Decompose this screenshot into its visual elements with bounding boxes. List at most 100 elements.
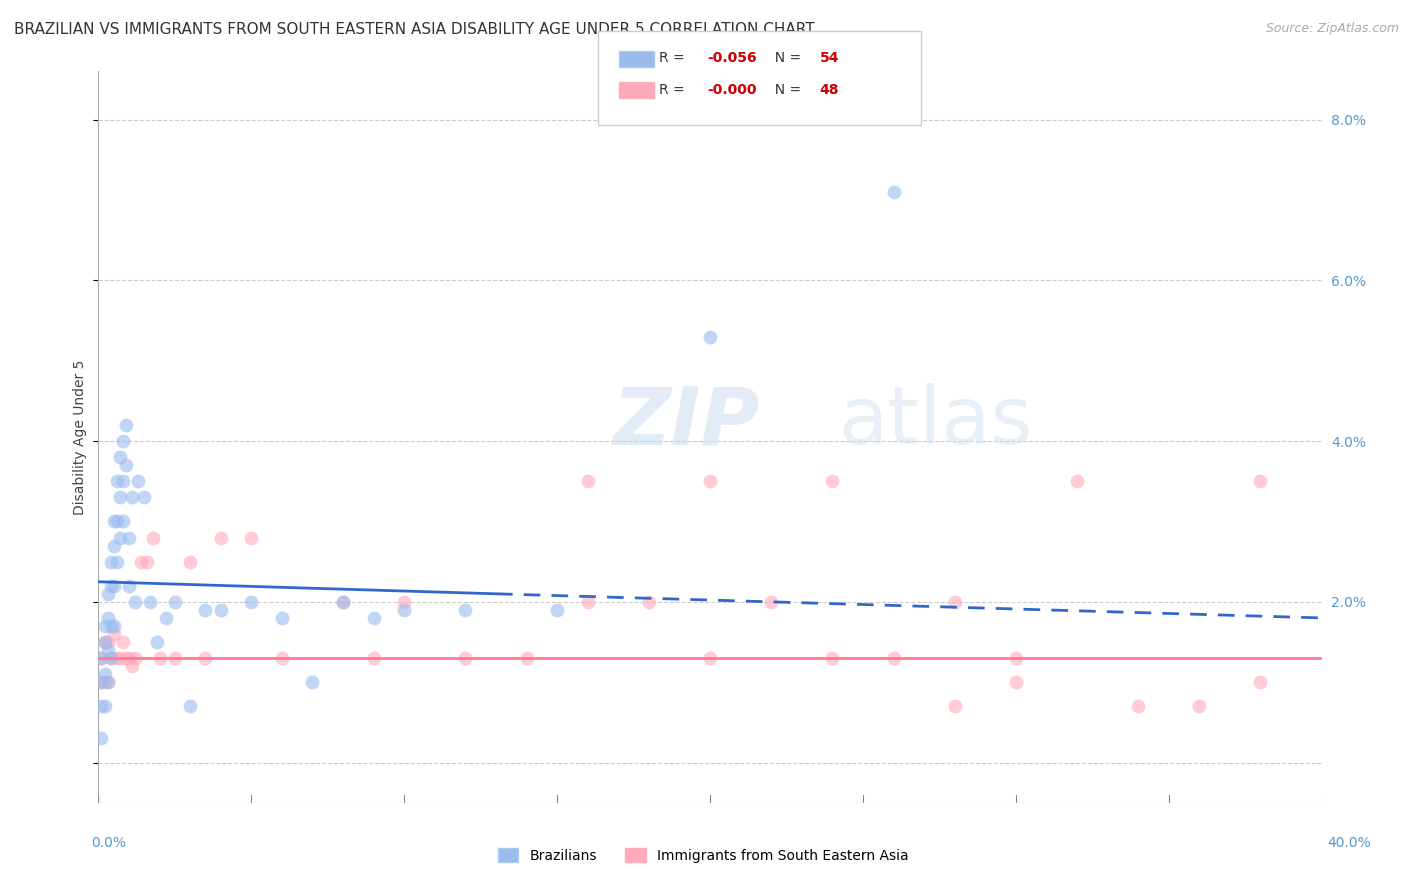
Text: ZIP: ZIP xyxy=(612,384,759,461)
Text: 54: 54 xyxy=(820,51,839,65)
Point xyxy=(103,579,125,593)
Point xyxy=(97,643,120,657)
Point xyxy=(699,329,721,343)
Text: Source: ZipAtlas.com: Source: ZipAtlas.com xyxy=(1265,22,1399,36)
Point xyxy=(90,651,112,665)
Point xyxy=(699,475,721,489)
Point xyxy=(1004,675,1026,690)
Point xyxy=(90,675,112,690)
Point xyxy=(93,619,115,633)
Point xyxy=(155,611,177,625)
Point xyxy=(90,651,112,665)
Point xyxy=(139,595,162,609)
Point xyxy=(1249,475,1271,489)
Point xyxy=(1188,699,1211,714)
Point xyxy=(1004,651,1026,665)
Point xyxy=(332,595,354,609)
Point xyxy=(111,515,134,529)
Text: atlas: atlas xyxy=(838,384,1033,461)
Point xyxy=(93,667,115,681)
Point xyxy=(821,475,844,489)
Point xyxy=(301,675,323,690)
Point xyxy=(115,651,138,665)
Point xyxy=(759,595,782,609)
Point xyxy=(105,515,128,529)
Y-axis label: Disability Age Under 5: Disability Age Under 5 xyxy=(73,359,87,515)
Point xyxy=(136,555,159,569)
Point xyxy=(516,651,538,665)
Text: N =: N = xyxy=(766,83,806,97)
Point xyxy=(821,651,844,665)
Point xyxy=(179,555,201,569)
Point xyxy=(163,651,186,665)
Point xyxy=(332,595,354,609)
Point xyxy=(93,699,115,714)
Point xyxy=(127,475,149,489)
Point xyxy=(100,555,122,569)
Point xyxy=(943,595,966,609)
Point xyxy=(97,635,120,649)
Text: 48: 48 xyxy=(820,83,839,97)
Point xyxy=(145,635,167,649)
Point xyxy=(1066,475,1088,489)
Point xyxy=(209,603,232,617)
Point xyxy=(118,651,141,665)
Point xyxy=(108,491,131,505)
Point xyxy=(392,595,416,609)
Point xyxy=(111,635,134,649)
Point xyxy=(108,450,131,465)
Point xyxy=(100,651,122,665)
Point xyxy=(115,417,138,432)
Point xyxy=(240,595,263,609)
Point xyxy=(129,555,152,569)
Point xyxy=(103,539,125,553)
Point xyxy=(149,651,172,665)
Point xyxy=(270,611,292,625)
Point xyxy=(108,651,131,665)
Point xyxy=(270,651,292,665)
Point xyxy=(111,434,134,449)
Point xyxy=(240,531,263,545)
Point xyxy=(90,699,112,714)
Point xyxy=(105,475,128,489)
Text: -0.000: -0.000 xyxy=(707,83,756,97)
Point xyxy=(108,531,131,545)
Point xyxy=(93,675,115,690)
Point xyxy=(699,651,721,665)
Text: 0.0%: 0.0% xyxy=(91,836,127,850)
Point xyxy=(454,603,477,617)
Point xyxy=(90,731,112,746)
Point xyxy=(943,699,966,714)
Text: BRAZILIAN VS IMMIGRANTS FROM SOUTH EASTERN ASIA DISABILITY AGE UNDER 5 CORRELATI: BRAZILIAN VS IMMIGRANTS FROM SOUTH EASTE… xyxy=(14,22,814,37)
Point xyxy=(105,651,128,665)
Point xyxy=(93,635,115,649)
Text: 40.0%: 40.0% xyxy=(1327,836,1371,850)
Text: -0.056: -0.056 xyxy=(707,51,756,65)
Point xyxy=(90,675,112,690)
Point xyxy=(97,675,120,690)
Point xyxy=(163,595,186,609)
Point xyxy=(118,531,141,545)
Point xyxy=(883,185,905,199)
Point xyxy=(103,619,125,633)
Point xyxy=(134,491,156,505)
Point xyxy=(883,651,905,665)
Point xyxy=(121,659,143,673)
Point xyxy=(1249,675,1271,690)
Point xyxy=(100,579,122,593)
Point xyxy=(115,458,138,473)
Point xyxy=(179,699,201,714)
Point xyxy=(111,475,134,489)
Point xyxy=(194,651,217,665)
Point xyxy=(103,515,125,529)
Point xyxy=(124,595,146,609)
Point xyxy=(363,651,385,665)
Point xyxy=(546,603,568,617)
Point xyxy=(105,555,128,569)
Point xyxy=(142,531,165,545)
Point xyxy=(100,651,122,665)
Text: R =: R = xyxy=(659,51,689,65)
Point xyxy=(97,611,120,625)
Point xyxy=(454,651,477,665)
Point xyxy=(100,619,122,633)
